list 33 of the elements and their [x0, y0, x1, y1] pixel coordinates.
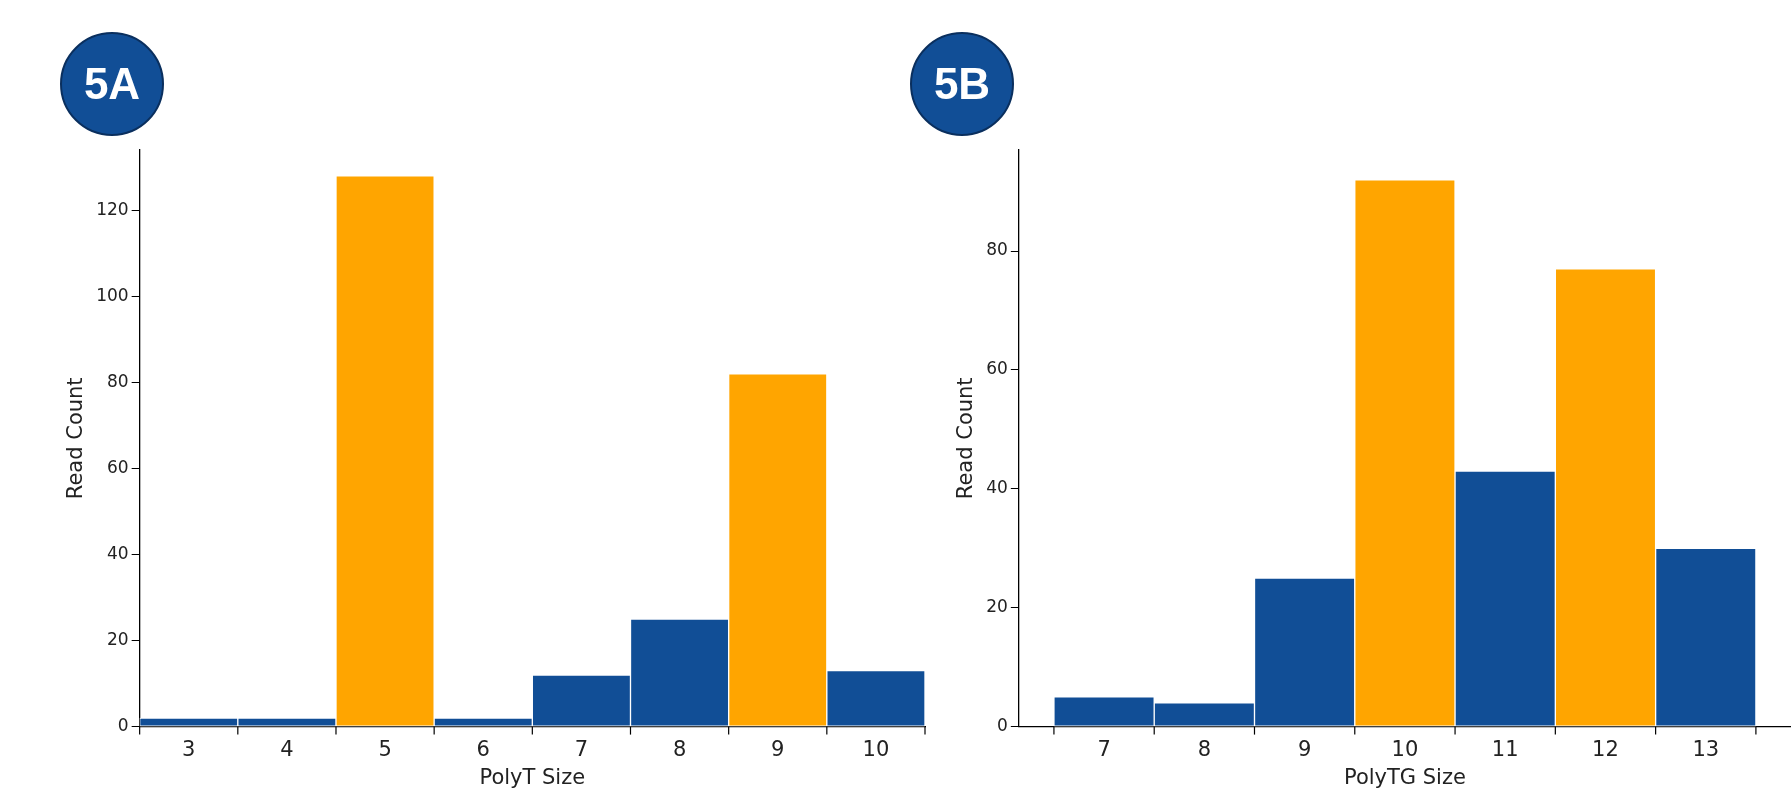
y-tick-label: 20 — [107, 628, 129, 649]
y-tick-label: 60 — [986, 358, 1008, 379]
x-tick-label: 10 — [1391, 736, 1419, 761]
x-tick-label: 5 — [378, 736, 392, 761]
x-tick-label: 11 — [1491, 736, 1519, 761]
chart-title: 5A — [60, 32, 164, 136]
x-tick-label: 8 — [672, 736, 687, 761]
y-tick-label: 100 — [96, 284, 129, 305]
x-tick-label: 12 — [1592, 736, 1619, 761]
y-tick-label: 40 — [986, 477, 1008, 498]
y-axis-title: Read Count — [63, 377, 88, 500]
x-tick-label: 3 — [182, 736, 196, 761]
y-axis-title: Read Count — [953, 377, 978, 500]
y-tick-label: 0 — [117, 715, 129, 736]
x-tick-label: 4 — [280, 736, 294, 761]
chart-title: 5B — [910, 32, 1014, 136]
x-tick-label: 7 — [1097, 736, 1111, 761]
x-tick-label: 10 — [862, 736, 890, 761]
y-tick-label: 80 — [986, 239, 1008, 260]
x-tick-label: 7 — [574, 736, 589, 761]
y-tick-label: 40 — [107, 542, 129, 563]
x-tick-label: 9 — [1297, 736, 1312, 761]
x-axis-title: PolyTG Size — [1343, 764, 1466, 789]
x-tick-label: 8 — [1197, 736, 1212, 761]
y-tick-label: 60 — [107, 456, 129, 477]
y-tick-label: 120 — [96, 198, 129, 219]
y-tick-label: 20 — [986, 596, 1008, 617]
y-tick-label: 80 — [107, 370, 129, 391]
y-tick-label: 0 — [997, 715, 1008, 736]
x-tick-label: 9 — [771, 736, 785, 761]
x-tick-label: 13 — [1692, 736, 1720, 761]
x-axis-title: PolyT Size — [479, 764, 586, 789]
x-tick-label: 6 — [476, 736, 490, 761]
